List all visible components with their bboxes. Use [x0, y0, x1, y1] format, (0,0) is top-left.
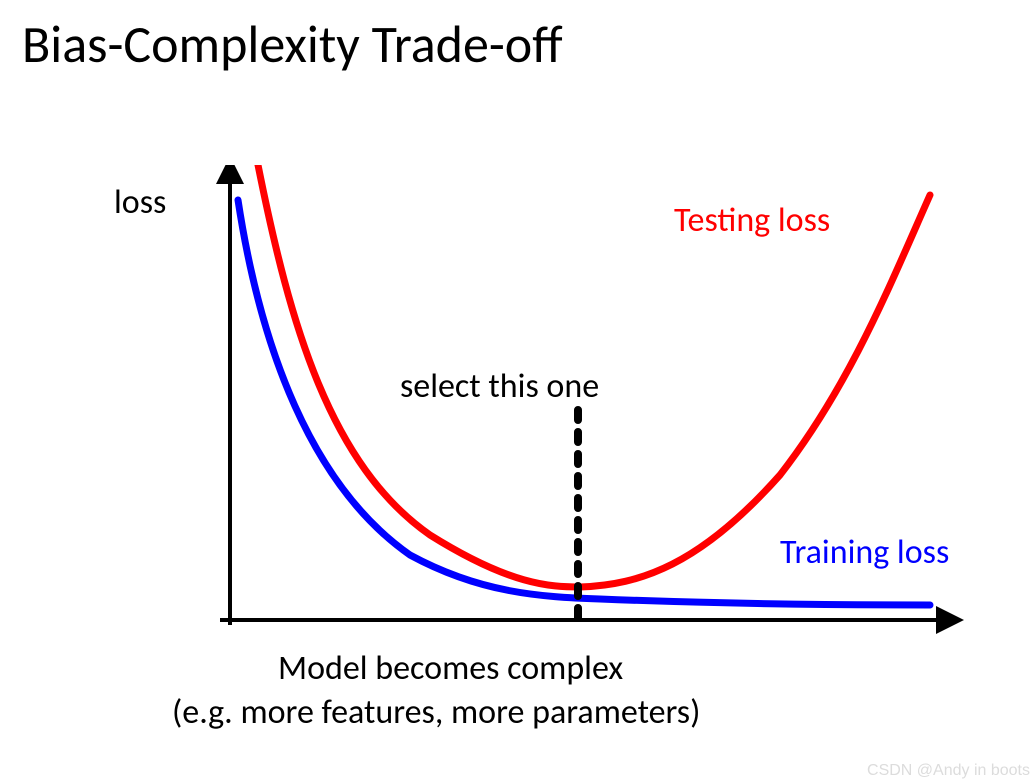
select-annotation: select this one: [400, 366, 599, 407]
slide-container: { "title": { "text": "Bias-Complexity Tr…: [0, 0, 1032, 782]
training-loss-label: Training loss: [780, 532, 949, 573]
x-axis-label-1: Model becomes complex: [278, 648, 623, 689]
testing-loss-label: Testing loss: [674, 200, 830, 241]
watermark: CSDN @Andy in boots: [867, 762, 1030, 780]
x-axis-label-2: (e.g. more features, more parameters): [172, 692, 700, 733]
page-title: Bias-Complexity Trade-off: [22, 12, 563, 76]
y-axis-label: loss: [114, 182, 166, 223]
